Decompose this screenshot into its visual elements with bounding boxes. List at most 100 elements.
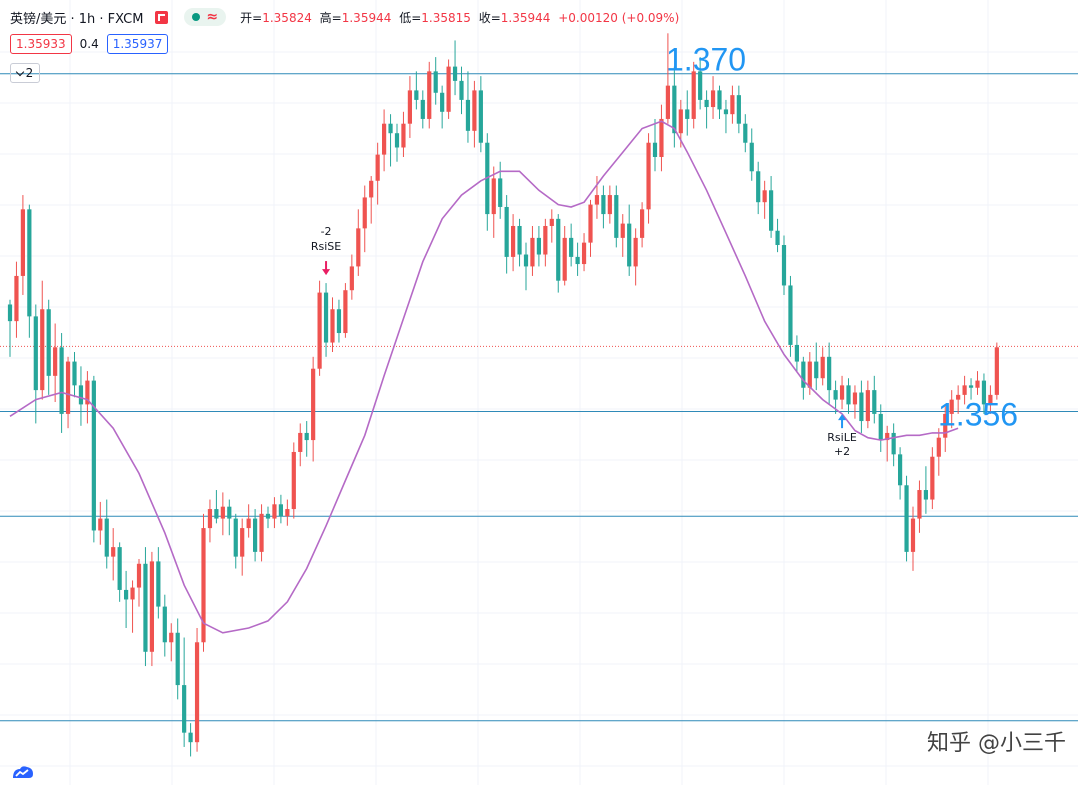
candle-body — [85, 380, 90, 405]
candle-body — [298, 432, 303, 452]
wave-icon: ≈ — [206, 9, 219, 25]
candle-body — [265, 513, 271, 519]
candle-body — [227, 506, 232, 519]
candle-body — [652, 142, 658, 157]
candle-body — [775, 230, 780, 246]
level-label: 1.356 — [938, 397, 1018, 433]
candle-body — [156, 561, 161, 607]
candle-body — [259, 513, 264, 552]
candle-body — [923, 490, 928, 500]
candle-body — [614, 195, 619, 238]
candle-body — [72, 361, 77, 386]
candle-body — [53, 347, 58, 376]
candle-body — [124, 589, 129, 600]
candle-body — [330, 309, 335, 343]
open-label: 开= — [240, 10, 263, 25]
candle-body — [407, 90, 412, 124]
candle-body — [820, 356, 825, 379]
candle-body — [962, 385, 967, 395]
candle-body — [233, 518, 238, 557]
candle-body — [175, 632, 180, 686]
candle-body — [278, 504, 283, 517]
indicator-toggle[interactable]: 2 — [10, 63, 40, 83]
candle-body — [7, 304, 13, 322]
candle-body — [343, 290, 348, 334]
candle-body — [530, 237, 535, 267]
candle-body — [672, 85, 677, 134]
candle-body — [104, 518, 109, 557]
candle-body — [956, 394, 961, 400]
candle-body — [291, 451, 296, 510]
candle-body — [182, 685, 187, 733]
symbol-title[interactable]: 英镑/美元 · 1h · FXCM — [10, 11, 144, 27]
candle-body — [440, 92, 445, 112]
candle-body — [246, 518, 251, 529]
candle-body — [117, 547, 122, 590]
candle-body — [556, 218, 561, 281]
candle-body — [807, 361, 812, 388]
market-status-toggle[interactable]: ≈ — [184, 8, 227, 26]
buy-price-button[interactable]: 1.35937 — [106, 34, 169, 54]
ohlc-values: 开=1.35824 高=1.35944 低=1.35815 收=1.35944 … — [240, 9, 683, 26]
candle-body — [981, 380, 987, 405]
candle-body — [504, 206, 509, 257]
sell-price-button[interactable]: 1.35933 — [10, 34, 72, 54]
candle-body — [491, 178, 496, 215]
candle-body — [814, 361, 819, 379]
candle-body — [201, 528, 206, 643]
candle-body — [678, 109, 683, 134]
market-open-dot-icon — [192, 13, 201, 21]
candle-body — [194, 642, 200, 743]
moving-average-line — [9, 120, 959, 634]
candle-body — [936, 437, 941, 457]
candle-body — [633, 237, 638, 267]
buy-signal-arrowhead-icon — [838, 414, 847, 421]
candle-body — [685, 109, 690, 119]
level-label: 1.370 — [666, 42, 746, 78]
candle-body — [743, 123, 748, 143]
candle-body — [356, 228, 361, 267]
candle-body — [369, 180, 374, 198]
candle-body — [691, 71, 696, 119]
candle-body — [14, 275, 19, 322]
candle-body — [111, 547, 116, 557]
candle-body — [304, 432, 309, 441]
candle-body — [446, 66, 451, 112]
candle-body — [594, 195, 600, 205]
candle-body — [420, 99, 425, 119]
sell-signal-arrowhead-icon — [322, 269, 331, 276]
candle-body — [543, 225, 548, 255]
signal-qty: -2 — [321, 225, 332, 238]
candle-body — [949, 399, 954, 414]
candle-body — [975, 380, 980, 388]
candle-body — [749, 142, 754, 172]
candle-body — [891, 432, 896, 455]
candle-body — [336, 309, 342, 334]
candle-body — [659, 118, 664, 157]
candle-body — [723, 109, 729, 115]
alert-flag-icon[interactable] — [155, 10, 169, 24]
candle-body — [388, 123, 393, 134]
high-value: 1.35944 — [341, 10, 392, 25]
candle-body — [349, 266, 354, 291]
candle-body — [149, 561, 154, 652]
candle-body — [46, 309, 51, 376]
candle-body — [627, 223, 632, 267]
candle-body — [253, 518, 258, 552]
candle-body — [988, 394, 993, 405]
candle-body — [581, 242, 587, 265]
candle-body — [640, 209, 645, 238]
candle-body — [717, 90, 722, 110]
candle-body — [169, 632, 174, 643]
candle-body — [878, 413, 883, 441]
candle-body — [498, 178, 503, 207]
close-label: 收= — [478, 10, 501, 25]
candle-body — [710, 90, 716, 108]
candle-body — [20, 209, 25, 276]
candle-body — [859, 392, 864, 422]
candle-body — [788, 285, 793, 345]
candle-body — [704, 99, 709, 108]
candle-body — [517, 225, 522, 255]
tradingview-logo-icon[interactable] — [10, 763, 36, 781]
